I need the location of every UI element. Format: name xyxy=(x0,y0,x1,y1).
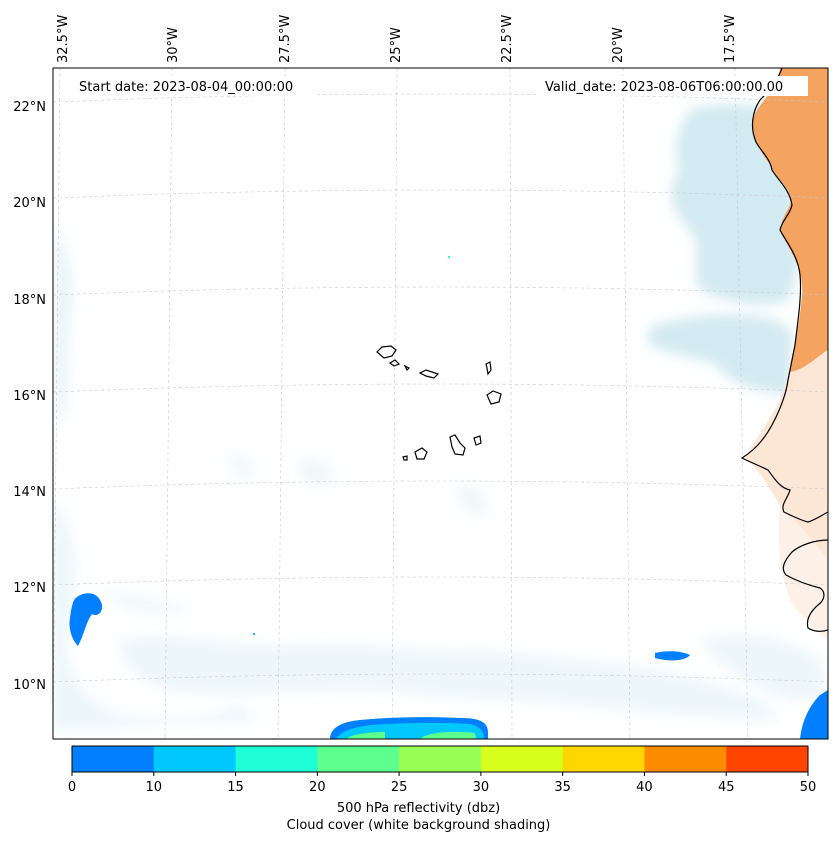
island-fogo xyxy=(414,447,428,460)
land-warm-region xyxy=(752,68,828,372)
meridian-27-5w xyxy=(277,68,286,739)
meridian-30w xyxy=(164,68,173,739)
reflectivity-patch-southeast xyxy=(800,690,828,739)
colorbar-tick-label: 45 xyxy=(718,780,735,795)
reflectivity-layer xyxy=(69,255,828,739)
lon-label-32-5w: 32.5°W xyxy=(56,15,71,63)
meridian-20w xyxy=(622,68,631,739)
parallel-22n xyxy=(53,93,828,103)
lat-label-14n: 14°N xyxy=(13,485,46,500)
lon-label-20w: 20°W xyxy=(611,27,626,63)
island-santo-antao xyxy=(376,345,397,359)
colorbar-segment xyxy=(644,746,727,772)
reflectivity-dot xyxy=(447,255,451,259)
cloud-patch-central-2 xyxy=(455,484,489,515)
valid-date-label: Valid_date: 2023-08-06T06:00:00.00 xyxy=(545,80,783,95)
longitude-labels: 32.5°W 30°W 27.5°W 25°W 22.5°W 20°W 17.5… xyxy=(56,15,738,63)
cloud-patch-west-edge xyxy=(53,230,74,420)
meridian-22-5w xyxy=(509,68,513,739)
meridian-17-5w xyxy=(734,68,749,739)
lat-label-12n: 12°N xyxy=(13,581,46,596)
cloud-patch-central-3 xyxy=(229,454,253,479)
cloud-patch-south-band xyxy=(120,637,780,720)
parallel-12n xyxy=(53,576,828,586)
cloud-cover-shading xyxy=(53,104,828,730)
land-light-region-south xyxy=(778,505,828,640)
lon-label-30w: 30°W xyxy=(166,27,181,63)
colorbar-tick-label: 20 xyxy=(309,780,326,795)
lat-label-10n: 10°N xyxy=(13,678,46,693)
parallel-14n xyxy=(53,480,828,490)
cloud-patch-mid xyxy=(100,590,190,615)
colorbar-tick-label: 40 xyxy=(636,780,653,795)
colorbar-sublabel: Cloud cover (white background shading) xyxy=(286,818,551,833)
cloud-patch-band-17n xyxy=(647,314,792,395)
colorbar-tick-label: 35 xyxy=(554,780,571,795)
island-santa-luzia xyxy=(403,364,411,372)
lat-label-18n: 18°N xyxy=(13,293,46,308)
island-boa-vista xyxy=(486,390,502,405)
lat-label-22n: 22°N xyxy=(13,100,46,115)
parallel-16n xyxy=(53,383,828,393)
colorbar-segment xyxy=(726,746,809,772)
reflectivity-patch-west xyxy=(69,593,103,646)
valid-date-box xyxy=(538,76,808,96)
colorbar-tick-label: 50 xyxy=(800,780,817,795)
colorbar-segment xyxy=(235,746,318,772)
map-frame xyxy=(52,67,829,740)
colorbar-label: 500 hPa reflectivity (dbz) xyxy=(336,801,501,816)
lon-label-17-5w: 17.5°W xyxy=(723,15,738,63)
lon-label-25w: 25°W xyxy=(389,27,404,63)
cloud-patch-southeast xyxy=(700,635,828,701)
colorbar-tick-label: 25 xyxy=(391,780,408,795)
lat-label-20n: 20°N xyxy=(13,196,46,211)
lat-label-16n: 16°N xyxy=(13,389,46,404)
graticule xyxy=(53,68,828,739)
colorbar-segment xyxy=(399,746,482,772)
land-light-region xyxy=(745,350,828,560)
coastlines xyxy=(376,68,828,632)
colorbar-segment xyxy=(480,746,564,772)
lon-label-22-5w: 22.5°W xyxy=(500,15,515,63)
reflectivity-dot-west xyxy=(253,633,255,635)
reflectivity-patch-mid xyxy=(655,651,690,661)
land-shading xyxy=(745,68,828,640)
parallel-20n xyxy=(53,189,828,199)
island-sao-vicente xyxy=(388,359,401,367)
meridian-32-5w xyxy=(53,68,61,739)
parallel-18n xyxy=(53,286,828,296)
colorbar-segment xyxy=(153,746,237,772)
parallel-10n xyxy=(53,673,828,683)
cloud-patch-central-1 xyxy=(299,459,333,487)
colorbar-border xyxy=(71,745,809,773)
island-sal xyxy=(485,361,492,376)
island-santiago xyxy=(449,434,466,456)
colorbar: 0 10 15 20 25 30 35 40 45 50 xyxy=(68,745,817,795)
island-maio xyxy=(473,435,482,446)
colorbar-tick-label: 15 xyxy=(227,780,244,795)
latitude-labels: 22°N 20°N 18°N 16°N 14°N 12°N 10°N xyxy=(13,100,46,693)
colorbar-segment xyxy=(562,746,645,772)
start-date-box xyxy=(72,76,314,96)
reflectivity-patch-south-inner xyxy=(346,731,476,739)
island-brava xyxy=(402,455,408,461)
meridian-25w xyxy=(391,68,398,739)
lon-label-27-5w: 27.5°W xyxy=(278,15,293,63)
colorbar-segment xyxy=(72,746,155,772)
cloud-patch-southwest xyxy=(53,500,260,730)
island-sao-nicolau xyxy=(418,369,440,379)
africa-coastline xyxy=(740,68,828,632)
colorbar-tick-label: 30 xyxy=(473,780,490,795)
colorbar-tick-label: 10 xyxy=(146,780,163,795)
colorbar-tick-label: 0 xyxy=(68,780,76,795)
start-date-label: Start date: 2023-08-04_00:00:00 xyxy=(79,80,293,95)
colorbar-segment xyxy=(317,746,400,772)
